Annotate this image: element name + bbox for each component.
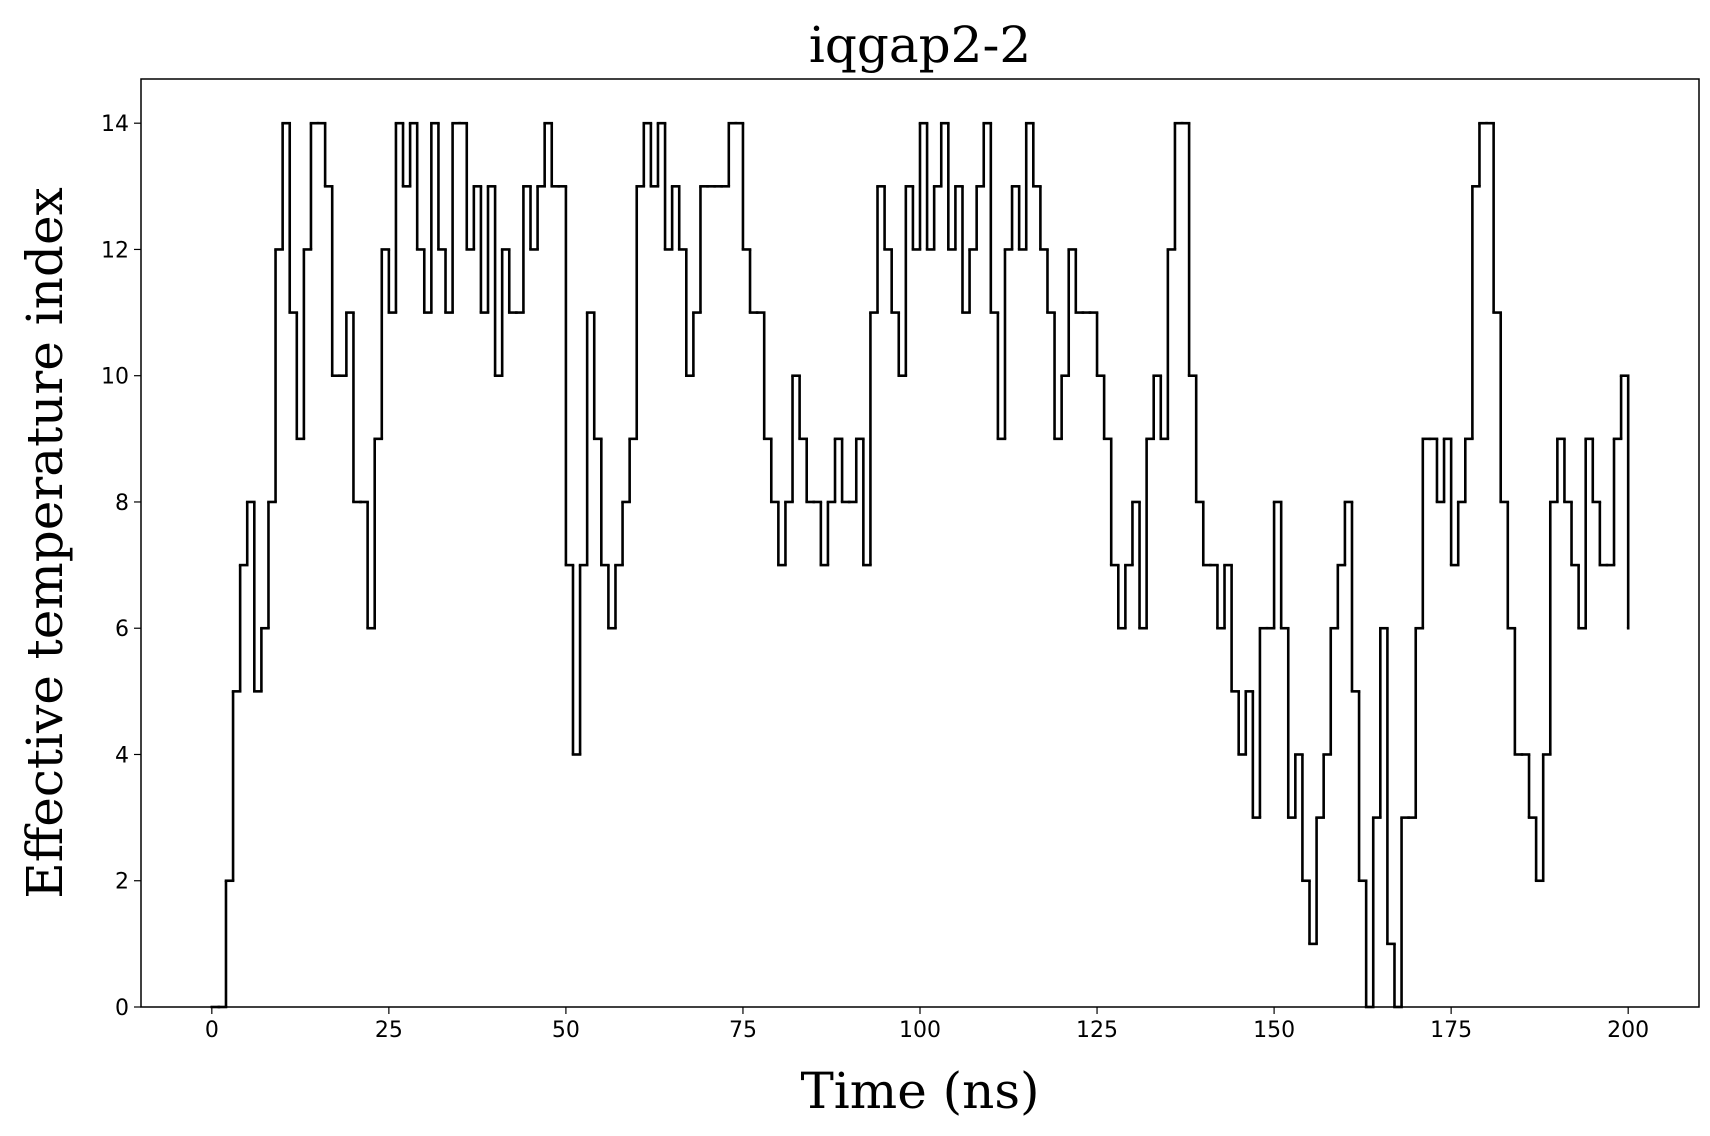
plot-frame [140, 78, 1700, 1008]
x-tick-label: 200 [1607, 1018, 1649, 1043]
x-tick-label: 25 [375, 1018, 403, 1043]
x-tick-label: 0 [205, 1018, 219, 1043]
x-tick-label: 125 [1076, 1018, 1118, 1043]
y-axis-label: Effective temperature index [16, 187, 74, 899]
y-tick-label: 8 [115, 491, 129, 516]
x-tick-label: 50 [552, 1018, 580, 1043]
x-tick-label: 150 [1253, 1018, 1295, 1043]
x-tick-label: 100 [899, 1018, 941, 1043]
chart-title: iqgap2-2 [809, 16, 1031, 74]
y-tick-label: 10 [101, 365, 129, 390]
x-axis-label: Time (ns) [800, 1062, 1039, 1120]
y-tick-label: 14 [101, 112, 129, 137]
y-tick-label: 6 [115, 617, 129, 642]
y-tick-label: 2 [115, 870, 129, 895]
y-tick-label: 0 [115, 996, 129, 1021]
x-tick-label: 75 [729, 1018, 757, 1043]
y-tick-label: 4 [115, 743, 129, 768]
y-tick-label: 12 [101, 238, 129, 263]
x-tick-label: 175 [1430, 1018, 1472, 1043]
